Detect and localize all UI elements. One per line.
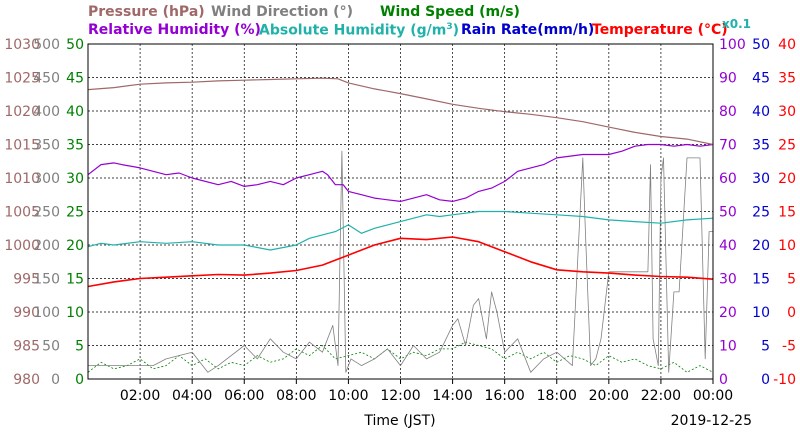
tick-label-pressure: 990	[13, 305, 40, 321]
tick-label-temp: 5	[787, 272, 796, 288]
tick-label-wind-speed: 40	[66, 104, 84, 120]
x-tick-label: 18:00	[537, 388, 577, 404]
legend-absolute-humidity: Absolute Humidity (g/m3)	[259, 22, 460, 39]
tick-label-pressure: 1030	[4, 37, 40, 53]
date-label: 2019-12-25	[671, 413, 752, 429]
tick-label-wind-dir: 100	[33, 305, 60, 321]
tick-label-humidity: 60	[719, 171, 737, 187]
tick-label-humidity: 30	[719, 272, 737, 288]
x-tick-label: 16:00	[484, 388, 524, 404]
x-tick-label: 20:00	[589, 388, 629, 404]
tick-label-pressure: 1005	[4, 205, 40, 221]
series-pressure-hpa	[87, 77, 714, 146]
series-absolute-humidity-g-m3	[87, 210, 714, 251]
x-axis-label: Time (JST)	[363, 413, 435, 429]
series-wind-direction	[88, 150, 713, 373]
tick-label-temp: 10	[778, 238, 796, 254]
legend-wind-direction: Wind Direction (°)	[211, 4, 353, 20]
tick-label-wind-dir: 350	[33, 138, 60, 154]
series-wind-speed-m-s	[87, 341, 714, 373]
x-tick-label: 12:00	[380, 388, 420, 404]
tick-label-rain: 0	[761, 372, 770, 388]
x-tick-label: 22:00	[641, 388, 681, 404]
tick-label-humidity: 50	[719, 205, 737, 221]
tick-label-wind-speed: 30	[66, 171, 84, 187]
tick-label-pressure: 1015	[4, 138, 40, 154]
tick-label-wind-speed: 35	[66, 138, 84, 154]
x-axis: 02:00 04:00 06:00 08:00 10:00 12:00 14:00 16:00…	[120, 379, 752, 429]
tick-label-temp: 20	[778, 171, 796, 187]
x-tick-label: 14:00	[432, 388, 472, 404]
tick-label-humidity: 20	[719, 305, 737, 321]
x-tick-label: 06:00	[224, 388, 264, 404]
y-axes: 1030102510201015101010051000995990985980…	[4, 37, 796, 388]
tick-label-wind-dir: 500	[33, 37, 60, 53]
tick-label-pressure: 1020	[4, 104, 40, 120]
tick-label-wind-speed: 45	[66, 71, 84, 87]
tick-label-rain: 25	[752, 205, 770, 221]
tick-label-temp: -10	[773, 372, 796, 388]
tick-label-wind-speed: 20	[66, 238, 84, 254]
legend-temperature: Temperature (°C)	[592, 22, 728, 38]
tick-label-rain: 30	[752, 171, 770, 187]
x-tick-label: 02:00	[120, 388, 160, 404]
tick-label-wind-dir: 450	[33, 71, 60, 87]
tick-label-humidity: 70	[719, 138, 737, 154]
tick-label-rain: 40	[752, 104, 770, 120]
tick-label-wind-dir: 150	[33, 272, 60, 288]
tick-label-rain: 35	[752, 138, 770, 154]
tick-label-rain: 50	[752, 37, 770, 53]
tick-label-rain: 45	[752, 71, 770, 87]
tick-label-wind-dir: 250	[33, 205, 60, 221]
x-tick-label: 08:00	[276, 388, 316, 404]
x-tick-label: 10:00	[328, 388, 368, 404]
tick-label-wind-speed: 15	[66, 272, 84, 288]
tick-label-rain: 15	[752, 272, 770, 288]
tick-label-temp: 40	[778, 37, 796, 53]
tick-label-wind-speed: 10	[66, 305, 84, 321]
tick-label-rain: 5	[761, 339, 770, 355]
tick-label-humidity: 90	[719, 71, 737, 87]
tick-label-pressure: 980	[13, 372, 40, 388]
legend-pressure: Pressure (hPa)	[88, 4, 205, 20]
tick-label-temp: 15	[778, 205, 796, 221]
tick-label-temp: 25	[778, 138, 796, 154]
tick-label-wind-dir: 400	[33, 104, 60, 120]
legend-rain-rate: Rain Rate(mm/h)	[461, 22, 595, 38]
tick-label-temp: -5	[782, 339, 796, 355]
tick-label-pressure: 995	[13, 272, 40, 288]
tick-label-wind-dir: 300	[33, 171, 60, 187]
series-temperature-c	[87, 236, 714, 288]
series-relative-humidity	[87, 143, 714, 202]
tick-label-humidity: 100	[719, 37, 746, 53]
tick-label-wind-speed: 25	[66, 205, 84, 221]
tick-label-humidity: 40	[719, 238, 737, 254]
tick-label-temp: 30	[778, 104, 796, 120]
legend-wind-speed: Wind Speed (m/s)	[380, 4, 520, 20]
tick-label-temp: 0	[787, 305, 796, 321]
tick-label-humidity: 0	[719, 372, 728, 388]
tick-label-rain: 20	[752, 238, 770, 254]
tick-label-pressure: 1025	[4, 71, 40, 87]
tick-label-wind-speed: 50	[66, 37, 84, 53]
tick-label-humidity: 10	[719, 339, 737, 355]
tick-label-pressure: 1010	[4, 171, 40, 187]
scale-note: x0.1	[722, 17, 751, 31]
tick-label-humidity: 80	[719, 104, 737, 120]
tick-label-wind-speed: 5	[75, 339, 84, 355]
tick-label-pressure: 985	[13, 339, 40, 355]
tick-label-pressure: 1000	[4, 238, 40, 254]
tick-label-wind-speed: 0	[75, 372, 84, 388]
x-tick-label: 04:00	[172, 388, 212, 404]
tick-label-rain: 10	[752, 305, 770, 321]
legend-relative-humidity: Relative Humidity (%)	[88, 22, 261, 38]
tick-label-wind-dir: 200	[33, 238, 60, 254]
x-tick-label: 00:00	[693, 388, 733, 404]
tick-label-temp: 35	[778, 71, 796, 87]
tick-label-wind-dir: 50	[42, 339, 60, 355]
tick-label-wind-dir: 0	[51, 372, 60, 388]
grid	[88, 44, 713, 379]
